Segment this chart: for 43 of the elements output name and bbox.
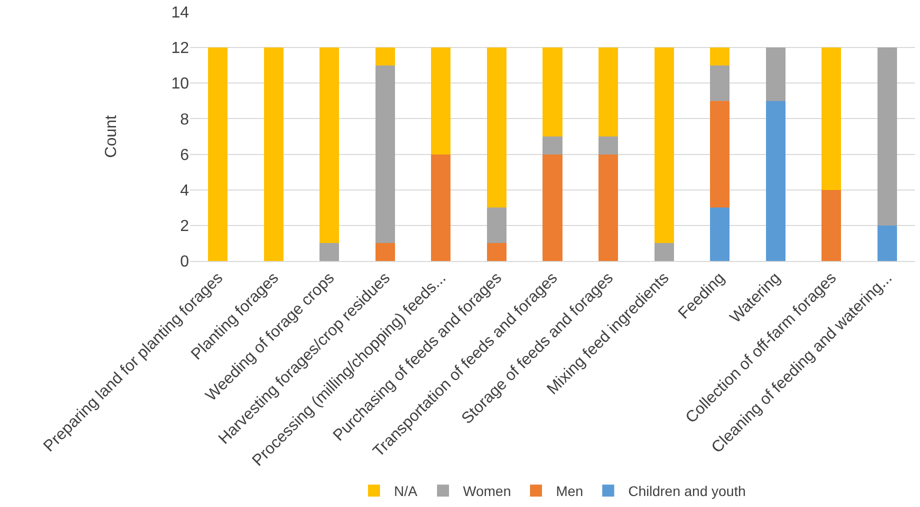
bar xyxy=(822,190,842,261)
bar xyxy=(710,48,730,66)
bar xyxy=(208,48,228,261)
bar xyxy=(598,48,618,136)
y-tick-label: 12 xyxy=(171,40,190,58)
y-tick-label: 10 xyxy=(171,76,190,93)
legend-label: Men xyxy=(556,483,584,500)
legend-label: Children and youth xyxy=(628,483,746,500)
y-tick-label: 14 xyxy=(171,4,190,22)
bar xyxy=(542,48,562,136)
bar xyxy=(542,154,562,261)
y-tick-label: 2 xyxy=(180,218,190,236)
legend-label: N/A xyxy=(394,483,418,500)
bar xyxy=(375,243,395,261)
bar xyxy=(431,48,451,154)
bar xyxy=(431,154,451,261)
y-axis-title: Count xyxy=(103,114,120,158)
y-tick-label: 0 xyxy=(180,254,190,271)
bar xyxy=(710,208,730,261)
bar xyxy=(710,65,730,101)
bar xyxy=(598,154,618,261)
y-tick-label: 6 xyxy=(180,146,190,164)
bar xyxy=(710,100,730,208)
legend-label: Women xyxy=(463,483,511,500)
bar xyxy=(877,225,897,261)
bar xyxy=(320,243,340,261)
bar xyxy=(542,136,562,154)
bar xyxy=(375,65,395,244)
bar xyxy=(264,48,284,261)
y-tick-label: 8 xyxy=(180,111,190,128)
y-tick-label: 4 xyxy=(180,182,190,200)
bar xyxy=(320,48,340,244)
bar xyxy=(654,48,674,244)
bar xyxy=(822,48,842,190)
bar xyxy=(486,208,506,244)
bar xyxy=(766,100,786,261)
bar xyxy=(486,243,506,261)
bar xyxy=(486,48,506,208)
bar xyxy=(598,136,618,154)
bar xyxy=(877,48,897,226)
bar xyxy=(654,243,674,261)
bar xyxy=(766,48,786,101)
bar xyxy=(375,48,395,66)
